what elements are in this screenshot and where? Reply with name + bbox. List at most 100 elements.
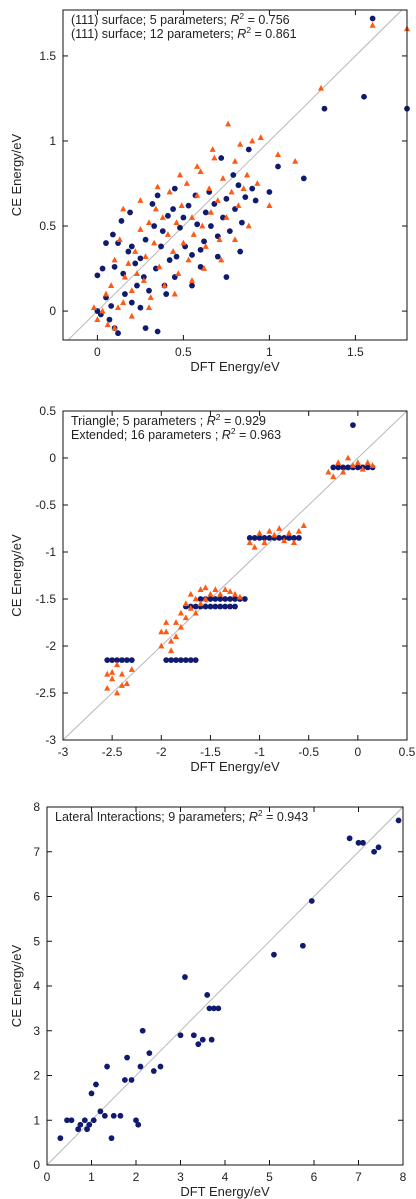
data-point: [257, 134, 264, 140]
data-point: [166, 257, 173, 263]
data-point: [177, 623, 185, 630]
data-point: [173, 219, 180, 226]
data-point: [346, 835, 353, 842]
data-point: [77, 1121, 84, 1128]
data-point: [227, 603, 233, 610]
data-point: [222, 586, 229, 592]
y-tick-label: -1.5: [35, 592, 56, 606]
data-point: [161, 282, 168, 288]
data-point: [124, 1054, 130, 1061]
data-point: [120, 299, 127, 305]
data-point: [187, 605, 194, 611]
data-point: [133, 270, 141, 277]
data-point: [109, 668, 116, 675]
data-point: [121, 1077, 128, 1083]
data-point: [175, 270, 182, 277]
data-point: [359, 465, 366, 472]
data-point: [261, 535, 268, 541]
data-point: [125, 248, 132, 255]
legend-entry: Triangle; 5 parameters ; R2 = 0.929: [71, 412, 266, 428]
data-point: [64, 1117, 70, 1124]
data-point: [142, 325, 149, 331]
data-point: [243, 171, 251, 178]
data-point: [208, 223, 214, 229]
data-point: [236, 593, 243, 600]
x-tick-label: -0.5: [298, 745, 319, 759]
data-point: [207, 596, 214, 602]
y-tick-label: 0: [49, 304, 56, 318]
data-point: [190, 1032, 197, 1039]
data-point: [285, 529, 293, 536]
data-point: [142, 253, 149, 260]
x-axis-label: DFT Energy/eV: [180, 1184, 270, 1199]
data-point: [170, 248, 177, 254]
data-point: [369, 21, 376, 28]
data-point: [335, 459, 342, 466]
data-point: [214, 253, 221, 260]
data-point: [108, 303, 115, 309]
data-point: [300, 175, 307, 182]
data-point: [132, 248, 139, 254]
data-point: [103, 240, 109, 246]
data-point: [147, 294, 154, 300]
data-point: [252, 197, 259, 204]
x-axis-label: DFT Energy/eV: [190, 359, 280, 374]
plot-frame: [62, 410, 408, 741]
data-point: [232, 603, 238, 610]
data-point: [350, 422, 356, 428]
data-point: [137, 1063, 144, 1070]
data-point: [146, 287, 152, 294]
data-point: [123, 680, 130, 686]
legend-entry: (111) surface; 12 parameters; R2 = 0.861: [71, 25, 297, 41]
data-point: [111, 324, 118, 331]
x-axis-label: DFT Energy/eV: [190, 759, 280, 774]
y-tick-label: -1: [45, 545, 56, 559]
data-point: [170, 206, 176, 212]
data-point: [274, 151, 282, 157]
data-point: [197, 596, 204, 602]
diagonal-reference-line: [62, 410, 408, 741]
data-point: [182, 600, 189, 607]
data-point: [290, 539, 298, 545]
data-point: [212, 596, 219, 602]
y-tick-label: 0.5: [39, 404, 56, 418]
data-point: [192, 609, 199, 616]
data-point: [125, 260, 132, 266]
data-point: [291, 535, 297, 541]
x-tick-label: 6: [311, 1170, 318, 1184]
data-point: [165, 212, 171, 219]
data-point: [195, 1041, 202, 1048]
data-point: [121, 273, 128, 280]
data-series-0: [57, 817, 402, 1142]
data-point: [354, 464, 361, 471]
data-point: [110, 1112, 117, 1119]
data-point: [177, 609, 185, 616]
y-axis-label: CE Energy/eV: [9, 944, 24, 1027]
data-point: [158, 628, 165, 635]
data-point: [217, 590, 224, 597]
data-point: [227, 588, 234, 594]
data-point: [114, 304, 122, 311]
data-point: [154, 192, 161, 199]
data-point: [127, 209, 133, 216]
data-point: [222, 596, 229, 602]
data-point: [163, 657, 170, 663]
data-point: [151, 223, 158, 229]
y-axis-label: CE Energy/eV: [9, 133, 24, 216]
data-point: [146, 1050, 153, 1057]
y-tick-label: -2.5: [35, 686, 56, 700]
data-point: [199, 222, 206, 229]
data-point: [295, 535, 302, 541]
data-point: [199, 1036, 206, 1043]
data-point: [151, 239, 158, 246]
data-point: [132, 260, 139, 267]
data-series-0: [94, 15, 410, 337]
data-point: [231, 157, 239, 164]
scatter-chart-111-surface: 0 0.5 1 1.5 0 0.5 1 1.5 DFT Energy/eV CE Energy/e…: [9, 9, 411, 374]
diagonal-reference-line: [46, 806, 404, 1166]
data-point: [75, 1126, 82, 1133]
x-tick-label: 0.5: [399, 745, 416, 759]
data-point: [371, 848, 377, 855]
data-point: [235, 182, 242, 189]
data-point: [281, 537, 288, 544]
